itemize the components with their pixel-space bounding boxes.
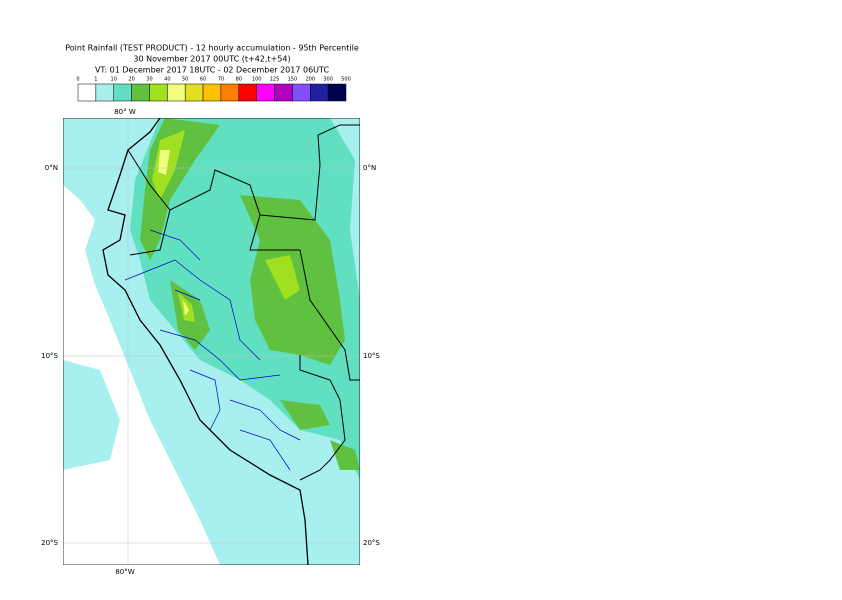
colorbar-label: 100 (252, 77, 262, 83)
colorbar-box (149, 83, 168, 102)
colorbar-label: 0 (76, 77, 79, 83)
colorbar-box (184, 83, 204, 102)
title-line: VT: 01 December 2017 18UTC - 02 December… (95, 66, 329, 75)
lat-label: 20°S (41, 539, 58, 547)
map (63, 118, 360, 565)
colorbar-label: 500 (341, 77, 351, 83)
colorbar-label: 80 (236, 77, 242, 83)
lat-label: 0°N (363, 164, 376, 172)
colorbar-box (256, 83, 275, 102)
lat-label: 20°S (363, 539, 380, 547)
colorbar-label: 60 (200, 77, 206, 83)
colorbar-box (327, 83, 347, 102)
lat-label: 10°S (363, 352, 380, 360)
colorbar-box (220, 83, 240, 102)
colorbar-box (131, 83, 150, 102)
colorbar-label: 1 (94, 77, 97, 83)
colorbar-box (310, 83, 329, 102)
colorbar-label: 10 (111, 77, 117, 83)
colorbar-label: 300 (323, 77, 333, 83)
lon-label: 80°W (115, 568, 134, 576)
title-line: 30 November 2017 00UTC (t+42,t+54) (133, 55, 290, 64)
colorbar-label: 150 (288, 77, 298, 83)
colorbar-box (95, 83, 114, 102)
colorbar-label: 20 (128, 77, 134, 83)
colorbar-box (292, 83, 311, 102)
lat-label: 10°S (41, 352, 58, 360)
colorbar-box (238, 83, 257, 102)
title-line: Point Rainfall (TEST PRODUCT) - 12 hourl… (65, 44, 359, 53)
colorbar-box (274, 83, 293, 102)
lon-label: 80° W (114, 108, 136, 116)
colorbar-box (113, 83, 132, 102)
colorbar-label: 30 (146, 77, 152, 83)
colorbar-box (202, 83, 222, 102)
colorbar-label: 200 (305, 77, 315, 83)
colorbar-label: 50 (182, 77, 188, 83)
colorbar-label: 125 (270, 77, 280, 83)
colorbar-box (167, 83, 186, 102)
colorbar: 0 1 10 20 30 40 50 60 70 80 100 125 150 200 300 500 (76, 77, 351, 102)
colorbar-label: 40 (164, 77, 170, 83)
colorbar-box (77, 83, 97, 102)
colorbar-label: 70 (218, 77, 224, 83)
lat-labels: 0°N 0°N 10°S 10°S 20°S 20°S (41, 164, 380, 547)
lat-label: 0°N (45, 164, 58, 172)
